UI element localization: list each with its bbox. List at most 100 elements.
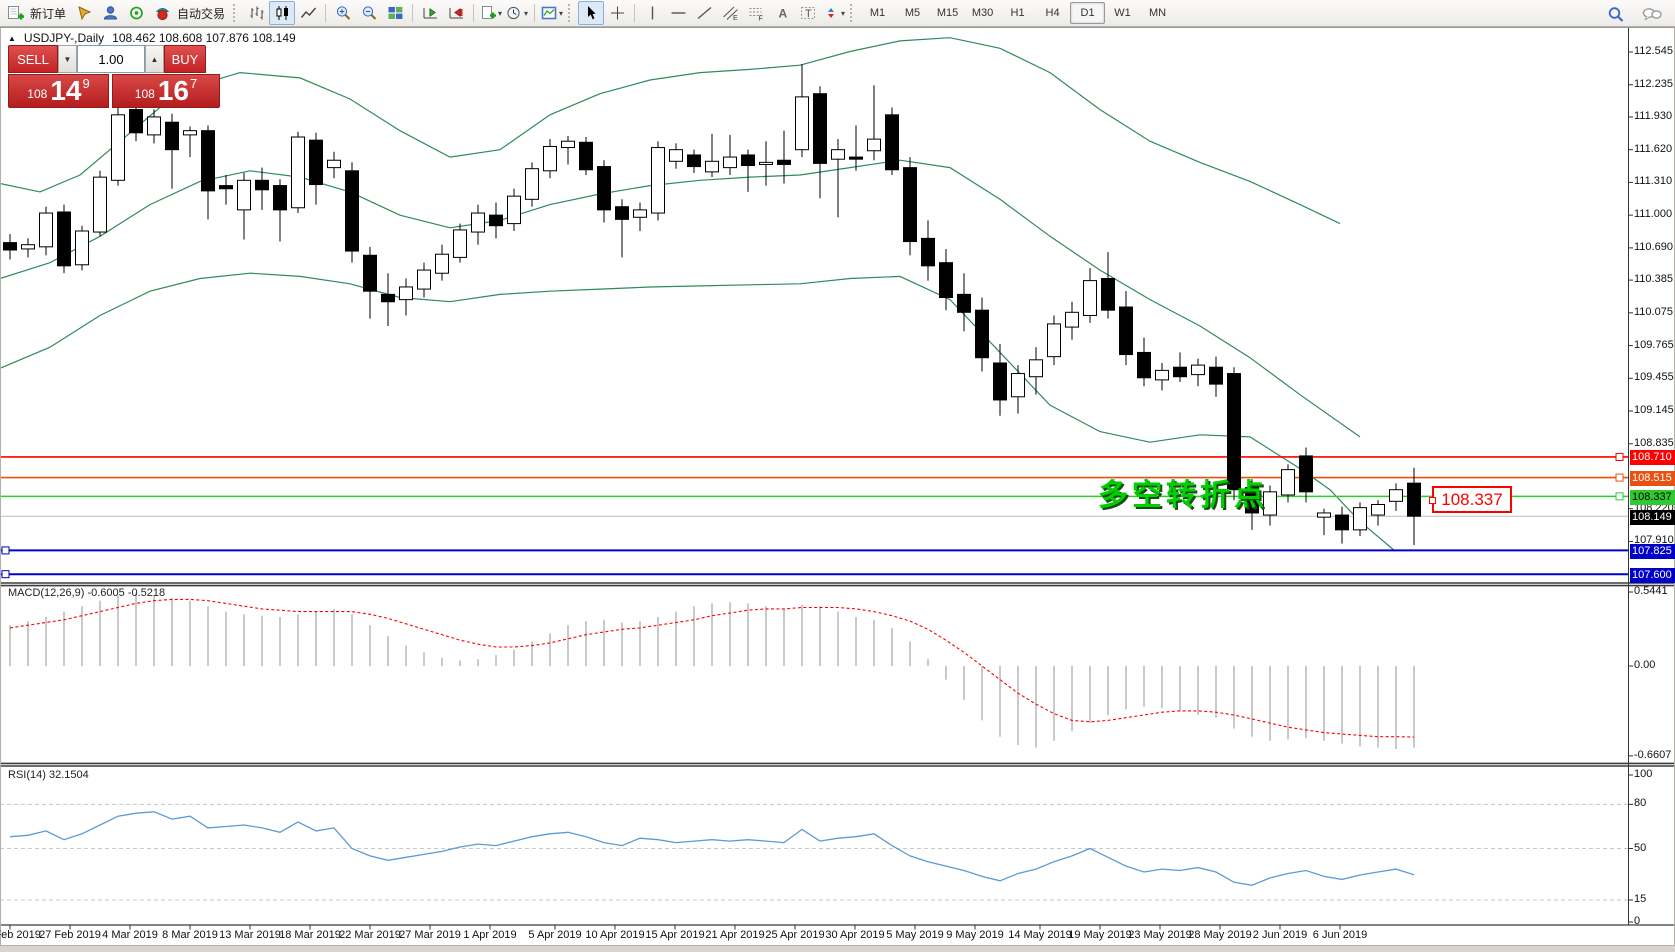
equidistant-channel-icon: E (722, 6, 738, 21)
price-tick: 110.690 (1634, 240, 1673, 253)
price-tag: 107.600 (1630, 567, 1675, 583)
volume-up-button[interactable]: ▲ (145, 45, 164, 73)
rsi-label: RSI(14) 32.1504 (8, 769, 89, 781)
date-label: 21 Apr 2019 (705, 929, 765, 941)
period-button[interactable]: ▾ (504, 1, 530, 25)
toolbar-drag-handle (233, 4, 238, 22)
turning-point-annotation[interactable]: 多空转折点 (1098, 479, 1268, 512)
cursor-tool-button[interactable] (578, 1, 605, 25)
toolbar-drag-handle (850, 4, 855, 22)
search-button[interactable] (1603, 2, 1629, 26)
person-icon (103, 6, 117, 20)
candlestick-chart-icon (276, 6, 288, 20)
price-tick: 109.145 (1634, 404, 1674, 417)
label-tool-button[interactable]: T (795, 1, 821, 25)
search-icon (1608, 6, 1624, 22)
timeframe-w1[interactable]: W1 (1114, 7, 1131, 19)
toolbar: 新订单 自动交易 (0, 0, 1675, 27)
fibonacci-tool-button[interactable]: F (743, 1, 769, 25)
timeframe-m30[interactable]: M30 (971, 7, 994, 19)
date-label: 14 May 2019 (1008, 929, 1072, 941)
new-order-button[interactable] (2, 1, 28, 25)
date-label: 6 Jun 2019 (1312, 929, 1368, 941)
price-label-box[interactable]: 108.337 (1429, 486, 1512, 513)
rsi-tick: 15 (1634, 892, 1647, 905)
candlestick-chart-button[interactable] (269, 1, 296, 25)
autotrade-button[interactable] (149, 1, 175, 25)
macd-tick: -0.6607 (1634, 748, 1672, 761)
date-label: 27 Mar 2019 (399, 929, 461, 941)
price-tag: 108.515 (1630, 471, 1675, 487)
sell-button[interactable]: SELL (8, 45, 58, 73)
date-label: 1 Apr 2019 (463, 929, 517, 941)
label-handle (1429, 497, 1436, 504)
rsi-tick: 80 (1634, 797, 1647, 810)
sell-price-point: 9 (82, 76, 90, 91)
autotrade-label[interactable]: 自动交易 (177, 6, 226, 21)
trendline-icon (697, 6, 711, 20)
price-tick: 108.835 (1634, 436, 1674, 449)
sell-price-pips: 14 (50, 75, 82, 106)
svg-text:A: A (778, 7, 787, 21)
svg-text:T: T (805, 8, 812, 20)
collapse-arrow-icon[interactable]: ▲ (8, 33, 16, 43)
line-chart-button[interactable] (295, 1, 321, 25)
date-label: 5 Apr 2019 (528, 929, 582, 941)
price-tag: 108.337 (1630, 489, 1675, 505)
date-label: 23 May 2019 (1128, 929, 1192, 941)
bar-chart-icon (250, 6, 264, 20)
price-tag: 107.825 (1630, 543, 1675, 559)
indicators-button[interactable]: ▾ (539, 1, 565, 25)
text-a-icon: A (778, 7, 787, 21)
zoom-in-button[interactable] (330, 1, 356, 25)
timeframe-mn[interactable]: MN (1148, 7, 1167, 19)
crosshair-icon (610, 6, 624, 20)
vline-tool-button[interactable] (639, 1, 665, 25)
new-order-label[interactable]: 新订单 (30, 6, 67, 21)
new-chart-button[interactable]: ▾ (478, 1, 504, 25)
timeframe-h4[interactable]: H4 (1045, 7, 1060, 19)
trendline-tool-button[interactable] (691, 1, 717, 25)
channel-tool-button[interactable]: E (717, 1, 743, 25)
price-tick: 110.075 (1634, 305, 1673, 318)
timeframe-d1[interactable]: D1 (1070, 2, 1106, 24)
chart-title: ▲ USDJPY-,Daily 108.462 108.608 107.876 … (8, 31, 296, 45)
buy-price[interactable]: 108 16 7 (112, 74, 220, 108)
arrows-tool-button[interactable]: ▾ (821, 1, 847, 25)
dropdown-arrow-icon: ▾ (524, 8, 529, 18)
buy-button[interactable]: BUY (164, 45, 206, 73)
macd-tick: 0.00 (1634, 659, 1656, 671)
timeframe-m1[interactable]: M1 (869, 7, 886, 19)
community-button[interactable] (1639, 2, 1665, 26)
auto-scroll-button[interactable] (417, 1, 443, 25)
profile-button[interactable] (97, 1, 123, 25)
zoom-in-icon (336, 6, 350, 20)
volume-input[interactable] (77, 45, 145, 73)
date-label: 19 May 2019 (1068, 929, 1132, 941)
chart-shift-button[interactable] (443, 1, 469, 25)
zoom-out-button[interactable] (356, 1, 382, 25)
styler-button[interactable] (71, 1, 97, 25)
timeframe-m15[interactable]: M15 (936, 7, 959, 19)
signals-button[interactable] (123, 1, 149, 25)
chart-shift-icon (449, 8, 463, 19)
price-tick: 110.385 (1634, 273, 1673, 286)
rsi-tick: 100 (1634, 768, 1653, 780)
crosshair-tool-button[interactable] (604, 1, 630, 25)
timeframe-m5[interactable]: M5 (904, 7, 921, 19)
timeframe-h1[interactable]: H1 (1010, 7, 1025, 19)
tile-windows-button[interactable] (382, 1, 408, 25)
sell-price[interactable]: 108 14 9 (8, 74, 109, 108)
symbol-period-label: USDJPY-,Daily (23, 31, 105, 45)
bar-chart-button[interactable] (243, 1, 269, 25)
volume-down-button[interactable]: ▼ (58, 45, 77, 73)
macd-tick: 0.5441 (1634, 585, 1668, 597)
price-tick: 111.930 (1634, 109, 1673, 122)
text-tool-button[interactable]: A (769, 1, 795, 25)
indicators-icon (541, 6, 557, 20)
hline-tool-button[interactable] (665, 1, 691, 25)
price-tick: 111.310 (1634, 175, 1673, 188)
date-label: 15 Apr 2019 (645, 929, 705, 941)
